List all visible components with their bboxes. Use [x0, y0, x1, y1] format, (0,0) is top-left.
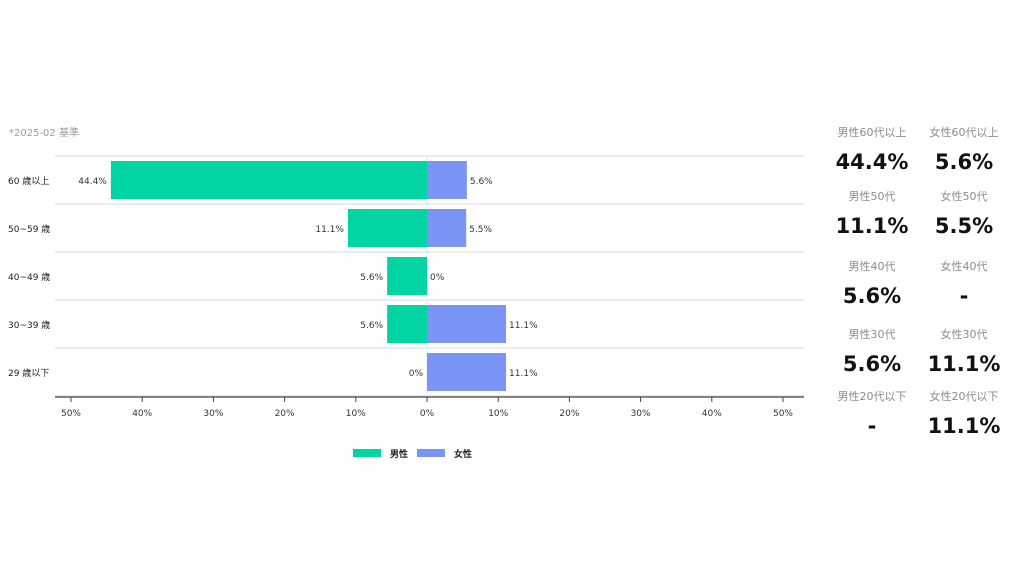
stat-label: 女性30代 — [940, 328, 988, 341]
stat-value: 11.1% — [927, 414, 1001, 438]
stat-label: 女性20代以下 — [929, 390, 999, 403]
bar-female — [427, 209, 467, 247]
bar-male — [347, 209, 427, 247]
bar-female — [427, 161, 467, 199]
stat-cell: 女性20代以下 11.1% — [919, 388, 1009, 438]
x-tick-label: 20% — [275, 409, 295, 419]
stat-label: 男性60代以上 — [837, 126, 907, 139]
stat-cell: 女性60代以上 5.6% — [919, 124, 1009, 174]
bar-label-female: 5.6% — [470, 177, 493, 187]
bar-male — [387, 257, 427, 295]
stat-value: 11.1% — [835, 214, 909, 238]
bar-label-female: 0% — [430, 273, 445, 283]
bar-male — [110, 161, 427, 199]
bars — [110, 161, 507, 391]
bar-female — [427, 353, 507, 391]
stat-cell: 男性30代 5.6% — [827, 326, 917, 376]
stat-label: 男性40代 — [848, 260, 896, 273]
stat-value: 5.6% — [842, 352, 902, 376]
stat-value: 5.6% — [934, 150, 994, 174]
x-tick-label: 20% — [559, 409, 579, 419]
stat-cell: 男性20代以下 - — [827, 388, 917, 438]
bar-label-male: 11.1% — [315, 225, 344, 235]
x-axis: 50% 40% 30% 20% 10% 0% 10% 20% 30% 40% 50% — [55, 396, 804, 419]
stat-value: - — [959, 284, 969, 308]
stat-cell: 女性30代 11.1% — [919, 326, 1009, 376]
stat-cell: 男性50代 11.1% — [827, 188, 917, 238]
category-label: 60 歳以上 — [8, 175, 49, 187]
x-tick-label: 30% — [631, 409, 651, 419]
category-label: 29 歳以下 — [8, 367, 49, 379]
bar-label-female: 11.1% — [509, 369, 538, 379]
x-tick-label: 50% — [61, 409, 81, 419]
base-date-note: *2025-02 基準 — [9, 128, 79, 139]
stat-cell: 男性40代 5.6% — [827, 258, 917, 308]
stat-cell: 男性60代以上 44.4% — [827, 124, 917, 174]
bar-label-male: 5.6% — [360, 273, 383, 283]
stat-label: 男性50代 — [848, 190, 896, 203]
stat-value: 44.4% — [835, 150, 909, 174]
bar-label-male: 44.4% — [78, 177, 107, 187]
category-label: 30~39 歳 — [8, 319, 50, 331]
gridlines — [55, 155, 804, 397]
stats-grid: 男性60代以上 44.4% 女性60代以上 5.6% 男性50代 11.1% 女性50代 5.… — [836, 124, 1014, 454]
stat-label: 女性40代 — [940, 260, 988, 273]
category-labels: 60 歳以上 50~59 歳 40~49 歳 30~39 歳 29 歳以下 — [8, 175, 50, 379]
stat-value: 11.1% — [927, 352, 1001, 376]
stat-label: 男性30代 — [848, 328, 896, 341]
x-tick-label: 40% — [702, 409, 722, 419]
bar-label-male: 0% — [409, 369, 424, 379]
stat-value: 5.6% — [842, 284, 902, 308]
stat-value: 5.5% — [934, 214, 994, 238]
bar-male — [387, 305, 427, 343]
stat-label: 女性50代 — [940, 190, 988, 203]
x-tick-label: 50% — [773, 409, 793, 419]
legend-swatch-male — [353, 449, 381, 457]
legend: 男性 女性 — [353, 448, 472, 460]
stat-cell: 女性50代 5.5% — [919, 188, 1009, 238]
population-pyramid-chart: 44.4% 5.6% 11.1% 5.5% 5.6% 0% 5.6% 11.1% 0% 11.1%… — [8, 155, 804, 460]
x-tick-label: 0% — [420, 409, 435, 419]
x-tick-label: 10% — [346, 409, 366, 419]
category-label: 50~59 歳 — [8, 223, 50, 235]
legend-swatch-female — [417, 449, 445, 457]
stat-label: 女性60代以上 — [929, 126, 999, 139]
stat-cell: 女性40代 - — [919, 258, 1009, 308]
bar-label-female: 11.1% — [509, 321, 538, 331]
bar-labels: 44.4% 5.6% 11.1% 5.5% 5.6% 0% 5.6% 11.1% 0% 11.1% — [78, 177, 538, 379]
bar-label-male: 5.6% — [360, 321, 383, 331]
bar-female — [427, 305, 507, 343]
x-tick-label: 30% — [203, 409, 223, 419]
x-tick-label: 10% — [488, 409, 508, 419]
x-tick-label: 40% — [132, 409, 152, 419]
stat-label: 男性20代以下 — [837, 390, 907, 403]
bar-label-female: 5.5% — [469, 225, 492, 235]
category-label: 40~49 歳 — [8, 271, 50, 283]
legend-label-male: 男性 — [390, 448, 408, 460]
legend-label-female: 女性 — [454, 448, 472, 460]
stat-value: - — [867, 414, 877, 438]
